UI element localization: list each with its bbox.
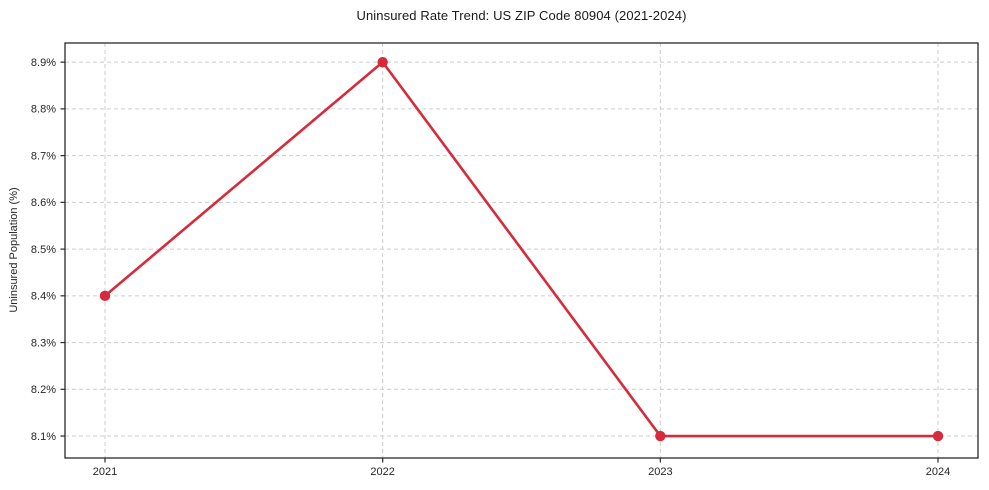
y-tick-label: 8.4%: [31, 291, 56, 303]
x-tick-label: 2024: [926, 466, 950, 478]
chart-title: Uninsured Rate Trend: US ZIP Code 80904 …: [356, 8, 687, 23]
y-tick-label: 8.5%: [31, 244, 56, 256]
trend-line: [103, 60, 940, 438]
y-tick-label: 8.3%: [31, 337, 56, 349]
y-tick-label: 8.7%: [31, 150, 56, 162]
x-tick-label: 2022: [370, 466, 394, 478]
plot-frame: [64, 42, 979, 459]
y-tick-label: 8.8%: [31, 104, 56, 116]
y-tick-label: 8.9%: [31, 57, 56, 69]
data-point-2021: [99, 290, 111, 302]
x-tick-label: 2023: [648, 466, 672, 478]
data-point-2022: [377, 56, 388, 68]
data-point-2023: [655, 430, 666, 442]
y-tick-label: 8.2%: [31, 384, 56, 396]
y-tick-label: 8.1%: [31, 431, 56, 443]
y-tick-label: 8.6%: [31, 197, 56, 209]
x-tick-label: 2021: [93, 466, 117, 478]
data-point-2024: [932, 430, 944, 442]
